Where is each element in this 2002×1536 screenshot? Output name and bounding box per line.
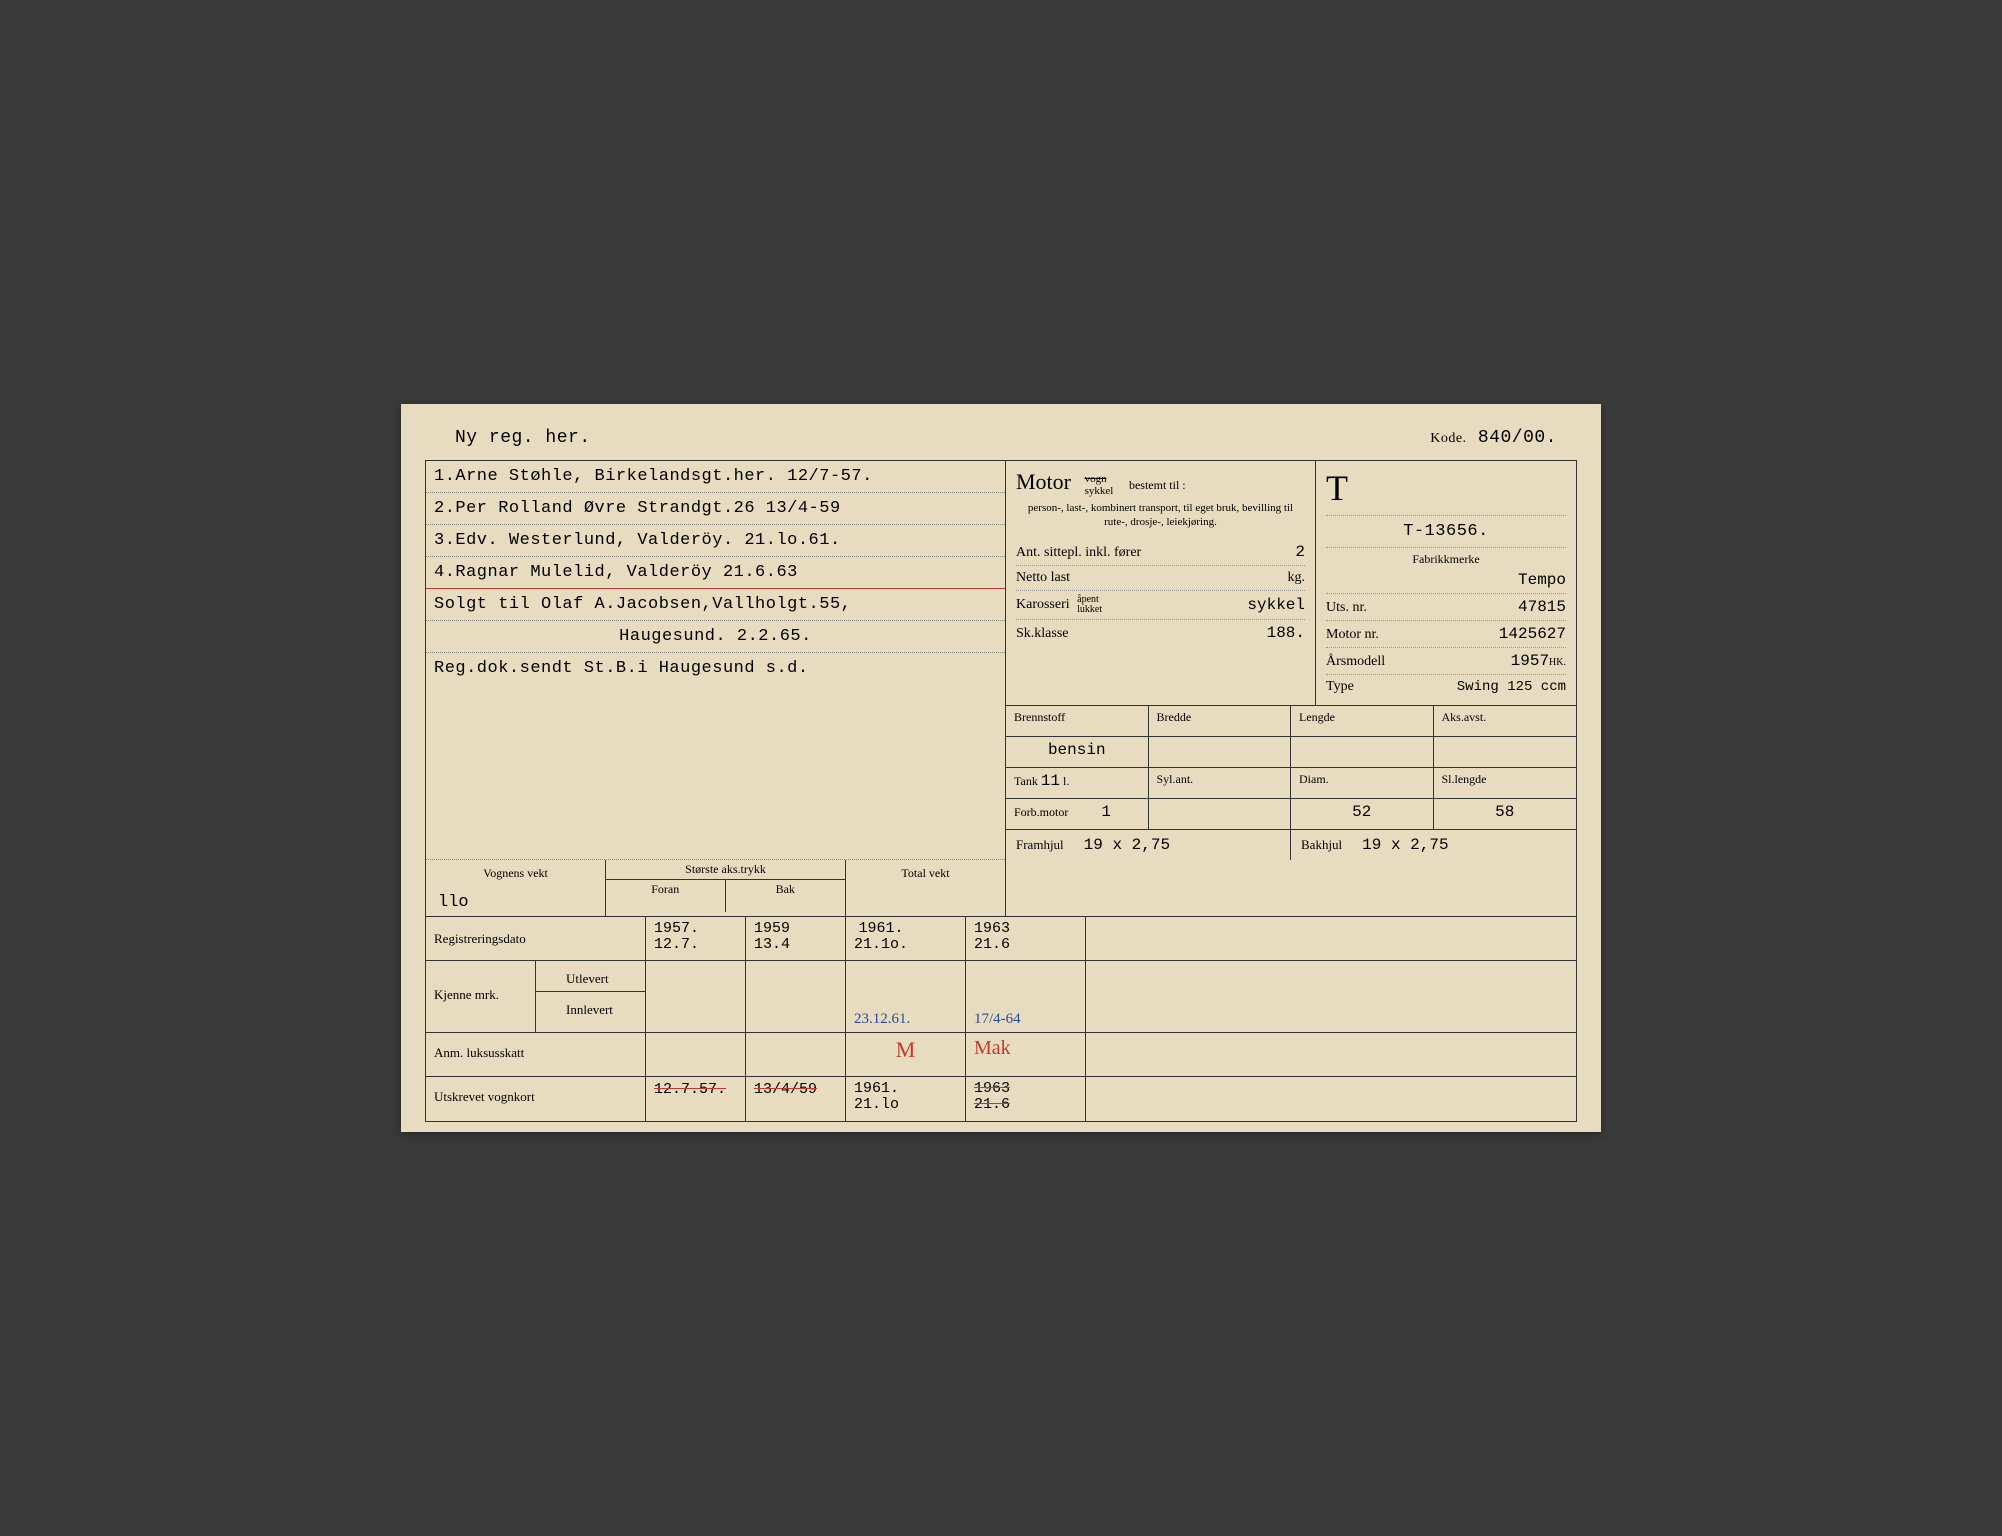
sale-line-2: Haugesund. 2.2.65.	[426, 621, 1005, 653]
wheel-row: Framhjul19 x 2,75 Bakhjul19 x 2,75	[1006, 829, 1576, 860]
spec-row1: bensin	[1006, 736, 1576, 767]
anm-4: Mak	[966, 1033, 1086, 1076]
utskr-4: 196321.6	[966, 1077, 1086, 1121]
utskr-3: 1961.21.lo	[846, 1077, 966, 1121]
skklasse-row: Sk.klasse 188.	[1016, 620, 1305, 646]
karosseri-row: Karosseri åpentlukket sykkel	[1016, 591, 1305, 620]
header: Ny reg. her. Kode. 840/00.	[425, 424, 1577, 460]
owners-column: 1.Arne Støhle, Birkelandsgt.her. 12/7-57…	[426, 461, 1006, 860]
aarsmodell-value: 1957	[1511, 652, 1549, 670]
reg-dato-row: Registreringsdato 1957.12.7. 195913.4 19…	[426, 917, 1576, 961]
regdato-1: 1957.12.7.	[646, 917, 746, 960]
anm-row: Anm. luksusskatt M Mak	[426, 1033, 1576, 1077]
karosseri-value: sykkel	[1247, 596, 1305, 614]
right-top: Motor vogn sykkel bestemt til : person-,…	[1006, 461, 1576, 705]
anm-3: M	[846, 1033, 966, 1076]
tank-value: 11	[1041, 772, 1060, 790]
forb-value: 1	[1101, 803, 1111, 821]
owner-3: 3.Edv. Westerlund, Valderöy. 21.lo.61.	[426, 525, 1005, 557]
motor-desc: person-, last-, kombinert transport, til…	[1016, 501, 1305, 530]
skklasse-value: 188.	[1267, 624, 1305, 642]
main-grid: 1.Arne Støhle, Birkelandsgt.her. 12/7-57…	[425, 460, 1577, 860]
innlevert-4: 17/4-64	[974, 1011, 1021, 1028]
bottom-table: Registreringsdato 1957.12.7. 195913.4 19…	[425, 917, 1577, 1122]
framhjul-value: 19 x 2,75	[1084, 836, 1170, 854]
reg-number: T-13656.	[1326, 516, 1566, 548]
seats-value: 2	[1295, 543, 1305, 561]
sllengde-value: 58	[1442, 803, 1569, 821]
motor-vogn-striked: vogn	[1085, 473, 1107, 485]
sale-line-1: Solgt til Olaf A.Jacobsen,Vallholgt.55,	[426, 589, 1005, 621]
uts-value: 47815	[1518, 598, 1566, 616]
reg-letter: T	[1326, 467, 1348, 509]
right-column: Motor vogn sykkel bestemt til : person-,…	[1006, 461, 1576, 860]
motor-sykkel: sykkel	[1085, 485, 1114, 497]
header-left: Ny reg. her.	[455, 428, 591, 448]
kjenne-row: Kjenne mrk. Utlevert Innlevert 23.12.61.…	[426, 961, 1576, 1033]
bestemt-label: bestemt til :	[1129, 478, 1186, 492]
utskrevet-row: Utskrevet vognkort 12.7.57. 13/4/59 1961…	[426, 1077, 1576, 1121]
spec-row-tank: Tank 11 l. Syl.ant. Diam. Sl.lengde	[1006, 767, 1576, 798]
regdato-4: 196321.6	[966, 917, 1086, 960]
motor-box: Motor vogn sykkel bestemt til : person-,…	[1006, 461, 1316, 705]
motor-title: Motor	[1016, 469, 1071, 494]
regdato-2: 195913.4	[746, 917, 846, 960]
regdato-3: 1961.21.1o.	[846, 917, 966, 960]
header-right: Kode. 840/00.	[1430, 428, 1557, 448]
fabrikk-value: Tempo	[1518, 571, 1566, 589]
utskr-1: 12.7.57.	[646, 1077, 746, 1121]
spec-row-forb: Forb.motor 1 52 58	[1006, 798, 1576, 829]
utskr-2: 13/4/59	[746, 1077, 846, 1121]
owner-2: 2.Per Rolland Øvre Strandgt.26 13/4-59	[426, 493, 1005, 525]
netto-row: Netto last kg.	[1016, 566, 1305, 591]
weight-row: Vognens vekt llo Største aks.trykk Foran…	[425, 860, 1577, 917]
seats-row: Ant. sittepl. inkl. fører 2	[1016, 539, 1305, 566]
registration-card: Ny reg. her. Kode. 840/00. 1.Arne Støhle…	[401, 404, 1601, 1132]
bakhjul-value: 19 x 2,75	[1362, 836, 1448, 854]
type-value: Swing 125 ccm	[1457, 679, 1566, 695]
owner-4: 4.Ragnar Mulelid, Valderöy 21.6.63	[426, 557, 1005, 589]
owner-1: 1.Arne Støhle, Birkelandsgt.her. 12/7-57…	[426, 461, 1005, 493]
diam-value: 52	[1299, 803, 1425, 821]
reg-box: T T-13656. Fabrikkmerke Tempo Uts. nr.47…	[1316, 461, 1576, 705]
vognvekt-value: llo	[438, 893, 469, 912]
motornr-value: 1425627	[1499, 625, 1566, 643]
spec-headers: Brennstoff Bredde Lengde Aks.avst.	[1006, 705, 1576, 736]
sale-line-3: Reg.dok.sendt St.B.i Haugesund s.d.	[426, 653, 1005, 860]
innlevert-3: 23.12.61.	[854, 1011, 910, 1028]
fabrikk-label: Fabrikkmerke	[1326, 548, 1566, 567]
brennstoff-value: bensin	[1014, 741, 1140, 759]
